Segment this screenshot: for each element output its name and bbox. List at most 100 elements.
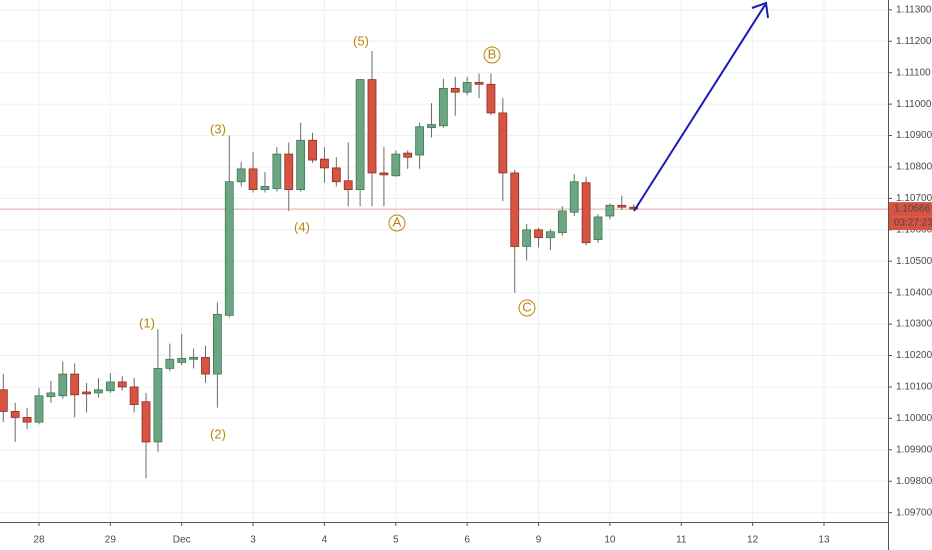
x-tick-label: 11 <box>676 535 687 546</box>
candle-body <box>522 229 532 247</box>
x-tick-label: 5 <box>393 535 399 546</box>
candle-body <box>510 172 520 247</box>
candle-body <box>427 124 436 129</box>
candle-body <box>331 167 341 183</box>
countdown-label: 03:27:23 <box>894 218 932 229</box>
candle-body <box>320 158 329 169</box>
y-tick-label: 1.11200 <box>896 36 932 47</box>
x-tick-label: 4 <box>322 535 328 546</box>
candle-body <box>224 181 234 316</box>
projection-arrow <box>633 4 766 212</box>
axes: 1.09700 1.09800 1.09900 1.10000 1.10100 1.102… <box>33 4 932 546</box>
candle-body <box>46 392 56 398</box>
wave-label: (1) <box>139 315 155 330</box>
wave-label: (2) <box>210 426 226 441</box>
annotation-circle <box>518 299 536 317</box>
candle-body <box>10 411 20 418</box>
x-tick-label: Dec <box>173 535 191 546</box>
candle-body <box>296 139 306 190</box>
wave-label: C <box>522 299 531 314</box>
candle-body <box>593 216 603 240</box>
candle-body <box>117 381 127 388</box>
candle-body <box>557 210 567 234</box>
candle-body <box>58 373 68 397</box>
annotation-circle <box>388 214 406 232</box>
candle-body <box>629 206 639 210</box>
candle-body <box>403 152 413 158</box>
candle-body <box>343 180 353 190</box>
wave-label: (3) <box>210 121 226 136</box>
candle-body <box>236 168 246 183</box>
x-tick-label: 9 <box>536 535 542 546</box>
candle-body <box>260 186 270 190</box>
candle-body <box>355 79 365 190</box>
y-tick-label: 1.09900 <box>896 444 932 455</box>
candle-body <box>272 153 282 190</box>
last-price-tag <box>889 202 932 217</box>
x-tick-label: 10 <box>604 535 616 546</box>
x-tick-label: 29 <box>105 535 117 546</box>
candle-body <box>82 391 91 395</box>
candle-body <box>201 357 210 375</box>
y-tick-label: 1.10200 <box>896 350 932 361</box>
wave-label: B <box>488 46 497 61</box>
candle-body <box>605 204 615 217</box>
candle-body <box>212 313 222 375</box>
x-tick-label: 6 <box>464 535 470 546</box>
wave-label: (5) <box>353 33 369 48</box>
candle-body <box>581 182 591 244</box>
y-tick-label: 1.10400 <box>896 287 932 298</box>
candle-body <box>153 368 163 443</box>
candle-body <box>415 126 424 156</box>
grid <box>0 0 888 522</box>
plot: (1) (2) (3) (4) (5) A B C <box>0 33 639 479</box>
y-tick-label: 1.10700 <box>896 193 932 204</box>
candle-body <box>438 88 448 127</box>
y-tick-label: 1.10900 <box>896 130 932 141</box>
candle-body <box>486 83 496 114</box>
candle-body <box>189 357 199 360</box>
candle-body <box>569 181 579 213</box>
candle-body <box>534 229 543 239</box>
last-price-label: 1.10666 <box>894 204 931 215</box>
candle-body <box>462 82 472 93</box>
x-tick-label: 28 <box>33 535 45 546</box>
y-tick-label: 1.09700 <box>896 507 932 518</box>
candle-body <box>141 401 151 443</box>
candle-body <box>308 139 317 161</box>
candle-body <box>546 231 555 239</box>
candle-body <box>474 82 484 85</box>
y-tick-label: 1.11100 <box>896 67 931 78</box>
candle-body <box>34 395 44 423</box>
y-tick-label: 1.11300 <box>896 4 932 15</box>
candle-body <box>105 381 115 392</box>
y-tick-label: 1.10500 <box>896 256 932 267</box>
x-tick-label: 12 <box>747 535 759 546</box>
candle-body <box>379 172 389 176</box>
candle-body <box>129 386 139 405</box>
candle-body <box>367 79 377 174</box>
wave-label: (4) <box>294 219 310 234</box>
wave-label: A <box>393 214 402 229</box>
candle-body <box>617 204 627 208</box>
candle-body <box>94 389 103 394</box>
candle-body <box>450 88 460 93</box>
candle-body <box>248 168 258 190</box>
y-tick-label: 1.10800 <box>896 162 932 173</box>
y-tick-label: 1.09800 <box>896 476 932 487</box>
candle-body <box>165 358 175 369</box>
candle-body <box>22 417 32 423</box>
annotation-circle <box>483 46 501 64</box>
x-tick-label: 13 <box>818 535 830 546</box>
candle-body <box>498 112 508 174</box>
x-tick-label: 3 <box>250 535 256 546</box>
y-tick-label: 1.10000 <box>896 413 932 424</box>
candle-body <box>284 153 294 190</box>
arrow-head <box>751 1 769 19</box>
candle-body <box>391 153 401 177</box>
y-tick-label: 1.10300 <box>896 319 932 330</box>
y-tick-label: 1.11000 <box>896 99 932 110</box>
countdown-tag <box>889 216 932 231</box>
candle-body <box>0 389 8 412</box>
